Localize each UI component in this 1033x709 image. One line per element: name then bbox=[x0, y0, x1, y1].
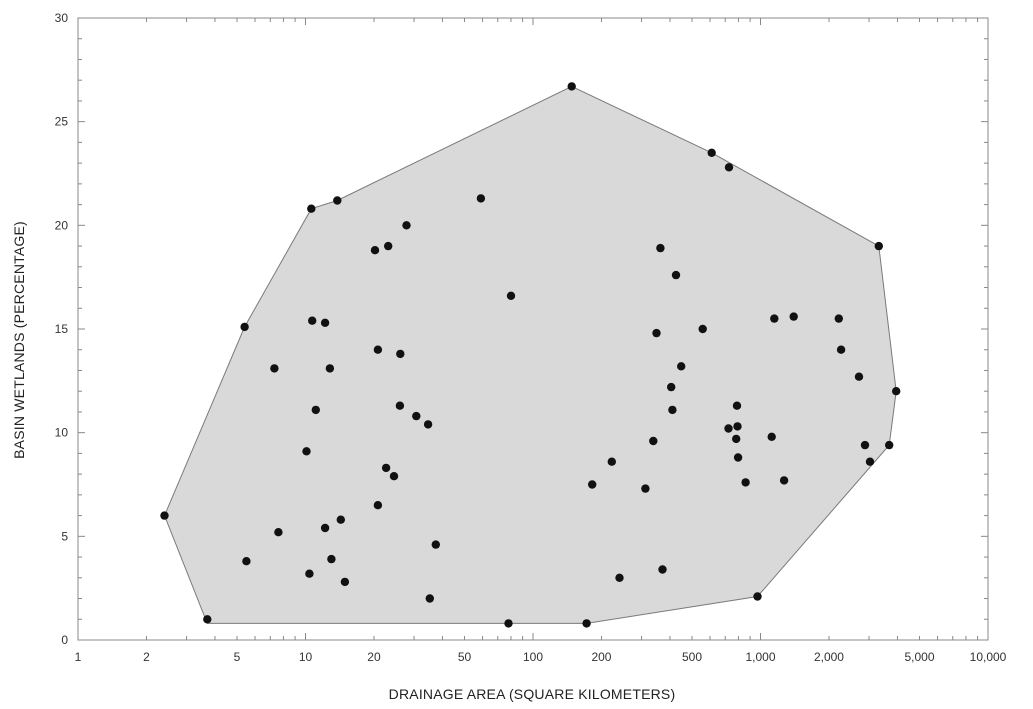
data-point bbox=[885, 440, 894, 450]
data-point bbox=[395, 401, 405, 410]
data-point bbox=[320, 523, 330, 533]
data-point bbox=[698, 324, 707, 334]
data-point bbox=[203, 615, 212, 624]
data-point bbox=[506, 291, 516, 300]
y-axis-title: BASIN WETLANDS (PERCENTAGE) bbox=[11, 221, 27, 459]
data-point bbox=[733, 422, 742, 431]
x-axis-title: DRAINAGE AREA (SQUARE KILOMETERS) bbox=[389, 686, 676, 702]
data-point bbox=[854, 372, 864, 381]
data-point bbox=[307, 204, 316, 213]
data-point bbox=[668, 405, 677, 415]
y-tick-label: 15 bbox=[55, 322, 69, 336]
data-point bbox=[607, 457, 616, 466]
data-point bbox=[836, 345, 846, 354]
data-point bbox=[160, 511, 169, 520]
y-tick-label: 10 bbox=[55, 426, 69, 440]
data-point bbox=[724, 163, 734, 172]
data-point bbox=[320, 318, 330, 327]
x-tick-label: 50 bbox=[458, 650, 472, 664]
x-tick-label: 1 bbox=[75, 650, 82, 664]
data-point bbox=[733, 453, 743, 462]
data-point bbox=[865, 457, 875, 466]
data-point bbox=[567, 82, 576, 91]
data-point bbox=[336, 515, 345, 524]
data-point bbox=[770, 314, 779, 323]
y-tick-label: 5 bbox=[61, 529, 68, 543]
data-point bbox=[396, 349, 405, 359]
data-point bbox=[724, 424, 733, 433]
envelope-polygon bbox=[163, 85, 897, 624]
data-point bbox=[677, 362, 686, 371]
data-point bbox=[767, 432, 776, 441]
data-point bbox=[384, 241, 393, 251]
data-point bbox=[240, 322, 249, 332]
data-point bbox=[333, 196, 342, 205]
x-tick-label: 2,000 bbox=[814, 650, 844, 664]
data-point bbox=[874, 241, 883, 251]
data-point bbox=[732, 434, 741, 444]
data-point bbox=[588, 480, 597, 489]
data-point bbox=[582, 619, 591, 628]
data-point bbox=[431, 540, 440, 549]
data-point bbox=[789, 312, 798, 321]
x-tick-label: 5 bbox=[234, 650, 241, 664]
data-point bbox=[732, 401, 742, 410]
x-tick-label: 500 bbox=[682, 650, 702, 664]
data-point bbox=[340, 577, 350, 587]
data-point bbox=[779, 476, 789, 485]
x-tick-label: 5,000 bbox=[905, 650, 935, 664]
data-point bbox=[389, 472, 399, 481]
data-point bbox=[641, 484, 650, 493]
data-point bbox=[325, 364, 335, 373]
data-point bbox=[242, 557, 251, 566]
data-point bbox=[892, 387, 901, 396]
x-tick-label: 10 bbox=[299, 650, 313, 664]
x-tick-label: 20 bbox=[367, 650, 381, 664]
data-point bbox=[649, 436, 658, 446]
data-point bbox=[707, 148, 716, 157]
data-point bbox=[274, 528, 283, 537]
data-point bbox=[656, 243, 665, 253]
data-point bbox=[327, 554, 336, 564]
data-point bbox=[652, 328, 661, 338]
data-point bbox=[308, 316, 317, 325]
data-point bbox=[302, 447, 311, 456]
data-point bbox=[834, 314, 843, 323]
data-point bbox=[412, 411, 421, 421]
data-point bbox=[381, 463, 391, 473]
data-point bbox=[270, 364, 279, 373]
data-point bbox=[402, 221, 411, 230]
y-tick-label: 0 bbox=[61, 633, 68, 647]
data-point bbox=[667, 382, 676, 392]
data-point bbox=[373, 345, 383, 354]
data-point bbox=[423, 420, 433, 429]
data-point bbox=[370, 246, 380, 255]
data-point bbox=[425, 594, 434, 603]
x-tick-label: 200 bbox=[591, 650, 611, 664]
data-point bbox=[741, 478, 750, 487]
data-point bbox=[753, 592, 762, 601]
x-tick-label: 10,000 bbox=[970, 650, 1007, 664]
x-tick-label: 100 bbox=[523, 650, 543, 664]
x-tick-label: 2 bbox=[143, 650, 150, 664]
x-tick-label: 1,000 bbox=[745, 650, 775, 664]
data-point bbox=[658, 565, 667, 574]
data-point bbox=[311, 405, 320, 415]
data-point bbox=[305, 569, 314, 578]
data-point bbox=[671, 270, 681, 280]
data-point bbox=[504, 619, 513, 628]
y-tick-label: 30 bbox=[55, 11, 69, 25]
y-tick-label: 25 bbox=[55, 115, 69, 129]
data-point bbox=[476, 194, 486, 203]
data-point bbox=[373, 501, 383, 510]
data-point bbox=[860, 440, 870, 450]
data-point bbox=[615, 573, 624, 582]
y-tick-label: 20 bbox=[55, 218, 69, 232]
